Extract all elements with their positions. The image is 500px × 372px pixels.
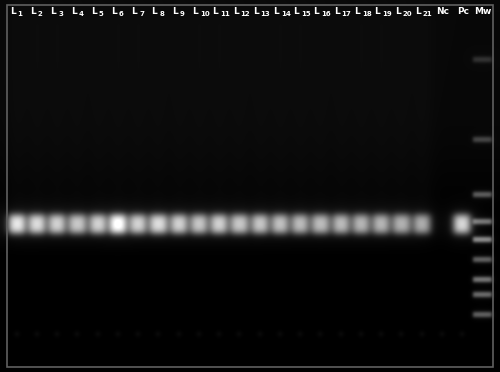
Text: L: L — [314, 7, 320, 16]
Text: 18: 18 — [362, 11, 372, 17]
Text: 6: 6 — [119, 11, 124, 17]
Text: 11: 11 — [220, 11, 230, 17]
Text: 7: 7 — [139, 11, 144, 17]
Text: 10: 10 — [200, 11, 209, 17]
Text: L: L — [91, 7, 96, 16]
Text: 21: 21 — [422, 11, 432, 17]
Text: L: L — [192, 7, 198, 16]
Text: 12: 12 — [240, 11, 250, 17]
Text: L: L — [415, 7, 420, 16]
Text: Nc: Nc — [436, 7, 449, 16]
Text: L: L — [394, 7, 400, 16]
Text: 3: 3 — [58, 11, 63, 17]
Text: L: L — [354, 7, 360, 16]
Text: Mw: Mw — [474, 7, 492, 16]
Text: 15: 15 — [301, 11, 311, 17]
Text: L: L — [70, 7, 76, 16]
Text: L: L — [212, 7, 218, 16]
Text: L: L — [30, 7, 36, 16]
Text: 8: 8 — [160, 11, 164, 17]
Text: 4: 4 — [78, 11, 84, 17]
Text: L: L — [152, 7, 158, 16]
Text: 13: 13 — [260, 11, 270, 17]
Text: Pc: Pc — [456, 7, 468, 16]
Text: 17: 17 — [342, 11, 351, 17]
Text: L: L — [50, 7, 56, 16]
Text: L: L — [374, 7, 380, 16]
Text: 14: 14 — [281, 11, 291, 17]
Text: 1: 1 — [18, 11, 22, 17]
Text: 20: 20 — [402, 11, 412, 17]
Text: L: L — [172, 7, 178, 16]
Text: 5: 5 — [98, 11, 103, 17]
Text: L: L — [132, 7, 137, 16]
Text: L: L — [111, 7, 117, 16]
Text: L: L — [273, 7, 279, 16]
Text: L: L — [232, 7, 238, 16]
Text: 16: 16 — [322, 11, 331, 17]
Text: L: L — [10, 7, 16, 16]
Text: 9: 9 — [180, 11, 184, 17]
Text: 19: 19 — [382, 11, 392, 17]
Text: L: L — [334, 7, 340, 16]
Text: 2: 2 — [38, 11, 42, 17]
Text: L: L — [253, 7, 258, 16]
Text: L: L — [294, 7, 299, 16]
